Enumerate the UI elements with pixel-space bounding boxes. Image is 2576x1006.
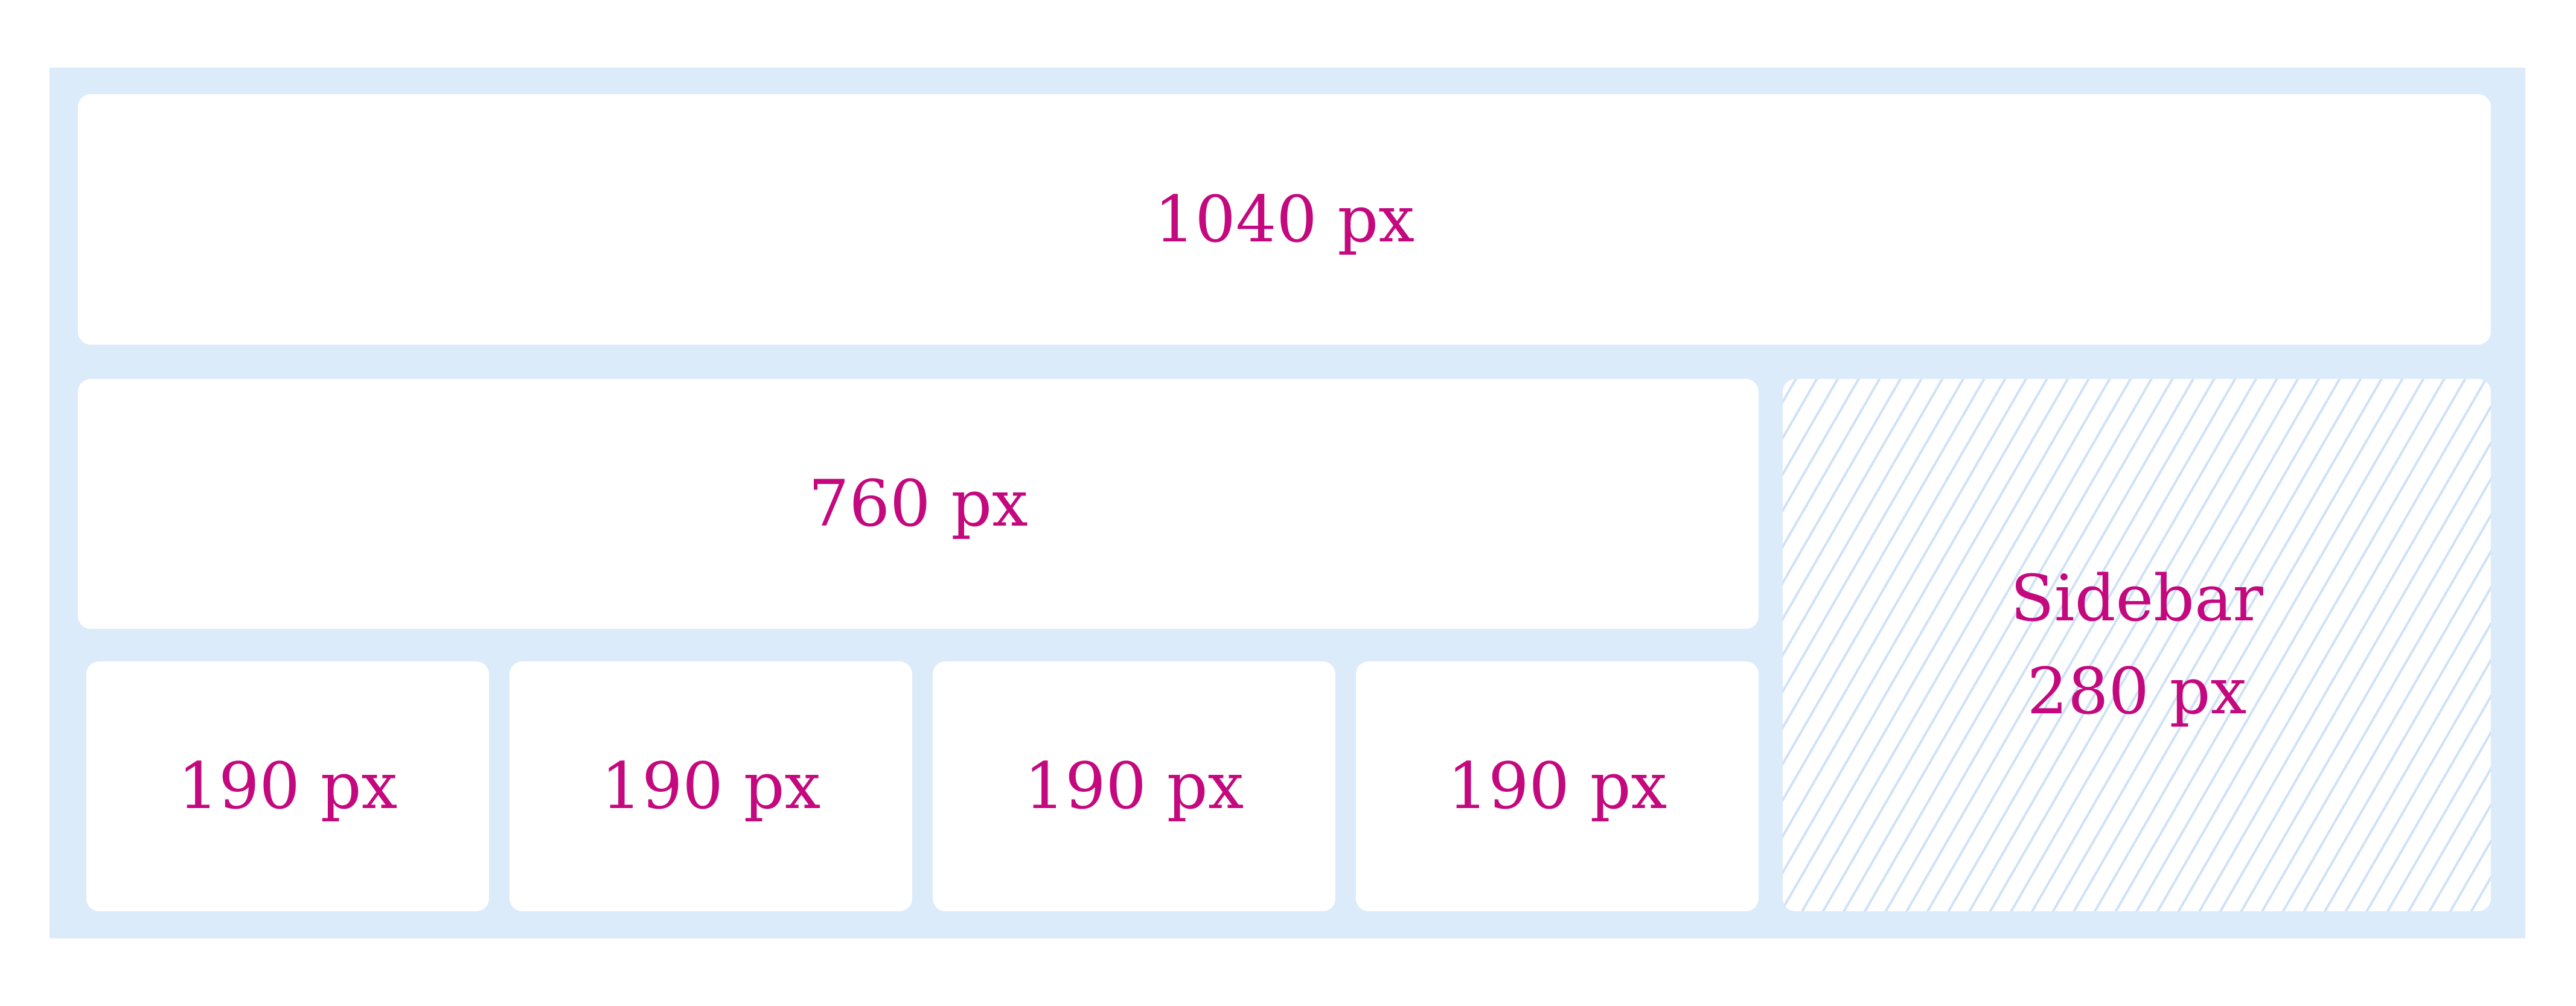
column-label: 190 px — [1024, 749, 1244, 824]
sidebar-title: Sidebar — [2010, 561, 2263, 636]
sidebar-box: Sidebar 280 px — [1783, 379, 2491, 911]
main-content-row: 760 px — [78, 379, 1759, 629]
sidebar-text: Sidebar 280 px — [2010, 552, 2263, 737]
column-label: 190 px — [177, 749, 398, 824]
layout-frame: 1040 px 760 px 190 px 190 px 190 px 190 … — [50, 68, 2525, 938]
column-label: 190 px — [1447, 749, 1667, 824]
column-box: 190 px — [510, 661, 912, 911]
column-box: 190 px — [1356, 661, 1759, 911]
column-box: 190 px — [86, 661, 489, 911]
sidebar-width-label: 280 px — [2027, 654, 2247, 728]
full-width-row-label: 1040 px — [1154, 182, 1415, 256]
column-label: 190 px — [601, 749, 821, 824]
column-box: 190 px — [933, 661, 1335, 911]
full-width-row: 1040 px — [78, 94, 2491, 345]
main-content-row-label: 760 px — [808, 466, 1028, 541]
